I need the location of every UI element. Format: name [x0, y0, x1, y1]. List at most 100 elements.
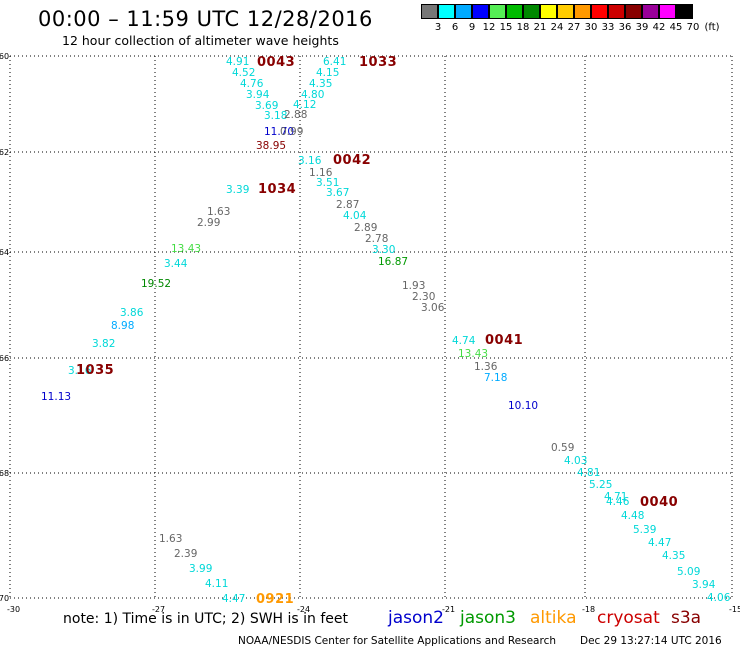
pass-time-label: 0043 [257, 55, 295, 70]
wave-height-value: 3.16 [68, 365, 92, 377]
color-scale-swatch [489, 4, 506, 19]
longitude-tick-label: -27 [152, 605, 165, 614]
wave-height-value: 3.44 [164, 258, 188, 270]
longitude-tick-label: -15 [729, 605, 740, 614]
color-scale-label: 27 [567, 22, 581, 33]
wave-height-value: 4.03 [564, 455, 587, 467]
latitude-tick-label: -70 [0, 594, 9, 603]
latitude-tick-label: -66 [0, 354, 9, 363]
latitude-tick-label: -60 [0, 52, 9, 61]
color-scale-label: 6 [451, 22, 459, 33]
wave-height-value: 11.13 [41, 391, 71, 403]
wave-height-value: 1.63 [207, 206, 230, 218]
wave-height-value: 4.11 [205, 578, 228, 590]
pass-time-label: 1035 [76, 363, 114, 378]
longitude-tick-label: -30 [7, 605, 20, 614]
satellite-legend-entry: jason3 [460, 608, 516, 628]
pass-time-label: 1033 [359, 55, 397, 70]
color-scale-label: 12 [482, 22, 496, 33]
wave-height-value: 2.87 [336, 199, 359, 211]
wave-height-value: 11.70 [264, 126, 294, 138]
color-scale-label: 24 [550, 22, 564, 33]
wave-height-value: 4.71 [604, 491, 627, 503]
color-scale-label: 21 [533, 22, 547, 33]
color-scale-swatch [472, 4, 489, 19]
wave-height-value: 3.06 [421, 302, 445, 314]
wave-height-value: 4.47 [648, 537, 671, 549]
wave-height-value: 1.93 [402, 280, 425, 292]
wave-height-value: 3.69 [255, 100, 278, 112]
wave-height-value: 3.99 [189, 563, 212, 575]
color-scale-label: 70 [686, 22, 700, 33]
wave-height-value: 4.35 [662, 550, 685, 562]
pass-time-label: 0921 [256, 592, 294, 607]
color-scale-label: 42 [652, 22, 666, 33]
color-scale-swatch [506, 4, 523, 19]
color-scale-swatch [608, 4, 625, 19]
wave-height-value: 3.67 [326, 187, 349, 199]
wave-height-value: 3.51 [316, 177, 339, 189]
wave-height-value: 4.76 [240, 78, 264, 90]
page-title: 00:00 – 11:59 UTC 12/28/2016 [38, 7, 373, 31]
color-scale-label: 30 [584, 22, 598, 33]
satellite-legend-entry: cryosat [597, 608, 660, 628]
wave-height-value: 10.10 [508, 400, 538, 412]
satellite-legend-entry: altika [530, 608, 577, 628]
color-scale-swatch [557, 4, 574, 19]
wave-height-value: 16.87 [378, 256, 408, 268]
wave-height-value: 3.18 [264, 110, 287, 122]
color-scale-label: 9 [468, 22, 476, 33]
color-scale-swatch [625, 4, 642, 19]
color-scale-label: 45 [669, 22, 683, 33]
wave-height-value: 5.09 [677, 566, 700, 578]
wave-height-value: 4.46 [606, 496, 630, 508]
latitude-tick-label: -68 [0, 469, 9, 478]
color-scale-label: 33 [601, 22, 615, 33]
wave-height-value: 2.99 [197, 217, 220, 229]
wave-height-value: 19.52 [141, 278, 171, 290]
wave-height-value: 5.39 [633, 524, 656, 536]
wave-height-value: 3.94 [692, 579, 716, 591]
wave-height-value: 3.39 [226, 184, 249, 196]
color-scale-swatch [642, 4, 659, 19]
wave-height-value: 4.48 [621, 510, 644, 522]
color-scale-swatch [421, 4, 438, 19]
color-scale-swatch [676, 4, 693, 19]
wave-height-value: 4.04 [343, 210, 367, 222]
color-scale-swatch [540, 4, 557, 19]
color-scale-swatch [523, 4, 540, 19]
color-scale-label: 18 [516, 22, 530, 33]
wave-height-value: 13.43 [171, 243, 201, 255]
color-scale-label: 36 [618, 22, 632, 33]
wave-height-value: 4.80 [301, 89, 324, 101]
wave-height-value: 5.25 [589, 479, 612, 491]
color-scale-swatch [574, 4, 591, 19]
color-scale-swatch [455, 4, 472, 19]
pass-time-label: 0041 [485, 333, 523, 348]
wave-height-value: 3.30 [372, 244, 395, 256]
wave-height-value: 4.91 [226, 56, 249, 68]
wave-height-value: 3.16 [298, 155, 322, 167]
satellite-legend-entry: jason2 [388, 608, 444, 628]
wave-height-value: 2.39 [174, 548, 197, 560]
wave-height-value: 4.12 [293, 99, 316, 111]
wave-height-value: 3.86 [120, 307, 144, 319]
wave-height-value: 1.63 [159, 533, 182, 545]
wave-height-value: 3.82 [92, 338, 115, 350]
wave-height-value: 4.47 [222, 593, 245, 605]
pass-time-label: 0040 [640, 495, 678, 510]
wave-height-value: 2.30 [412, 291, 435, 303]
wave-height-value: 2.89 [354, 222, 377, 234]
wave-height-value: 2.88 [284, 109, 307, 121]
wave-height-value: 7.18 [484, 372, 507, 384]
credit-text: NOAA/NESDIS Center for Satellite Applica… [238, 635, 556, 647]
color-scale-swatch [659, 4, 676, 19]
color-scale-label: 15 [499, 22, 513, 33]
satellite-legend-entry: s3a [671, 608, 702, 628]
wave-height-value: 2.78 [365, 233, 388, 245]
longitude-tick-label: -18 [582, 605, 595, 614]
wave-height-value: 8.98 [111, 320, 134, 332]
latitude-tick-label: -64 [0, 248, 9, 257]
wave-height-value: 1.16 [309, 167, 333, 179]
wave-height-value: 3.94 [246, 89, 270, 101]
